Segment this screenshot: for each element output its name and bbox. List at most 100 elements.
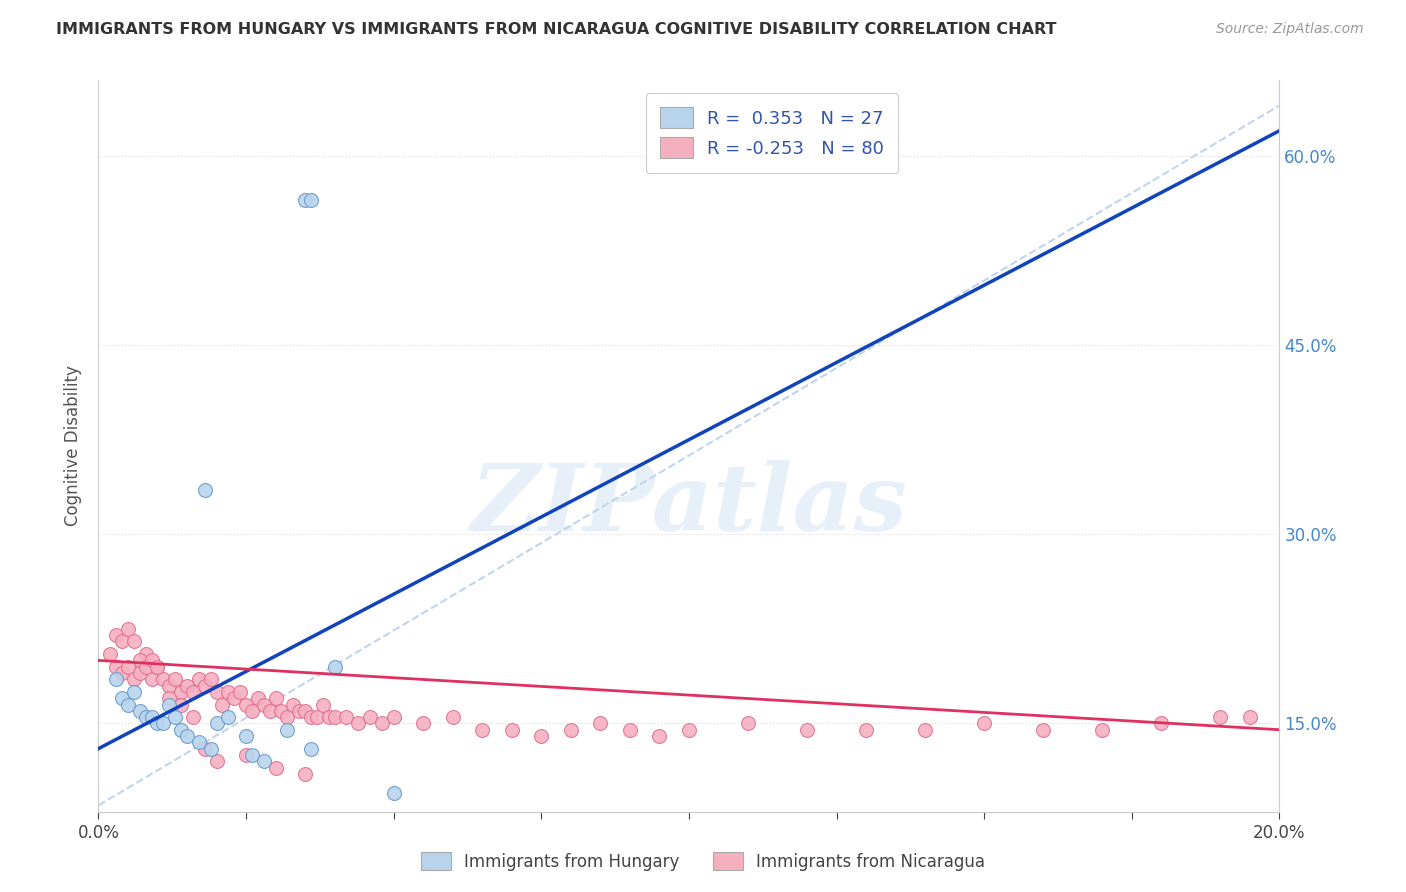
- Point: [217, 685, 239, 699]
- Point: [194, 741, 217, 756]
- Point: [135, 710, 157, 724]
- Point: [240, 747, 263, 762]
- Point: [194, 679, 217, 693]
- Point: [211, 698, 233, 712]
- Point: [165, 710, 187, 724]
- Point: [170, 723, 193, 737]
- Point: [111, 691, 134, 706]
- Point: [235, 747, 257, 762]
- Point: [1209, 710, 1232, 724]
- Point: [294, 704, 316, 718]
- Point: [973, 716, 995, 731]
- Point: [105, 673, 128, 687]
- Point: [264, 691, 287, 706]
- Point: [276, 710, 298, 724]
- Point: [152, 716, 174, 731]
- Point: [253, 698, 276, 712]
- Point: [176, 729, 198, 743]
- Point: [117, 659, 139, 673]
- Point: [194, 483, 217, 497]
- Point: [205, 716, 228, 731]
- Point: [105, 628, 128, 642]
- Point: [135, 647, 157, 661]
- Point: [276, 723, 298, 737]
- Point: [335, 710, 357, 724]
- Point: [141, 653, 163, 667]
- Point: [170, 698, 193, 712]
- Point: [619, 723, 641, 737]
- Text: ZIPatlas: ZIPatlas: [471, 459, 907, 549]
- Point: [217, 710, 239, 724]
- Point: [288, 704, 311, 718]
- Point: [299, 710, 322, 724]
- Point: [299, 193, 322, 207]
- Point: [152, 673, 174, 687]
- Point: [737, 716, 759, 731]
- Text: Source: ZipAtlas.com: Source: ZipAtlas.com: [1216, 22, 1364, 37]
- Point: [117, 622, 139, 636]
- Point: [318, 710, 340, 724]
- Point: [648, 729, 671, 743]
- Point: [205, 754, 228, 768]
- Point: [796, 723, 818, 737]
- Point: [157, 679, 180, 693]
- Point: [111, 634, 134, 648]
- Point: [323, 710, 346, 724]
- Point: [305, 710, 328, 724]
- Point: [111, 665, 134, 680]
- Point: [105, 659, 128, 673]
- Point: [359, 710, 381, 724]
- Point: [294, 193, 316, 207]
- Point: [187, 735, 209, 749]
- Point: [914, 723, 936, 737]
- Point: [270, 704, 292, 718]
- Point: [560, 723, 582, 737]
- Point: [259, 704, 281, 718]
- Point: [146, 659, 169, 673]
- Point: [323, 659, 346, 673]
- Point: [1239, 710, 1261, 724]
- Point: [855, 723, 877, 737]
- Point: [200, 741, 222, 756]
- Point: [200, 673, 222, 687]
- Point: [382, 786, 405, 800]
- Point: [165, 673, 187, 687]
- Point: [157, 691, 180, 706]
- Point: [589, 716, 612, 731]
- Point: [501, 723, 523, 737]
- Point: [157, 698, 180, 712]
- Point: [146, 659, 169, 673]
- Point: [122, 685, 145, 699]
- Point: [98, 647, 121, 661]
- Point: [122, 634, 145, 648]
- Point: [229, 685, 252, 699]
- Point: [181, 685, 204, 699]
- Point: [224, 691, 246, 706]
- Point: [299, 741, 322, 756]
- Point: [530, 729, 553, 743]
- Point: [146, 716, 169, 731]
- Point: [246, 691, 269, 706]
- Point: [253, 754, 276, 768]
- Point: [141, 710, 163, 724]
- Point: [170, 685, 193, 699]
- Y-axis label: Cognitive Disability: Cognitive Disability: [65, 366, 83, 526]
- Point: [382, 710, 405, 724]
- Point: [471, 723, 494, 737]
- Point: [312, 698, 335, 712]
- Point: [187, 673, 209, 687]
- Point: [128, 704, 150, 718]
- Point: [283, 698, 305, 712]
- Point: [294, 767, 316, 781]
- Point: [371, 716, 394, 731]
- Point: [441, 710, 464, 724]
- Point: [235, 729, 257, 743]
- Text: IMMIGRANTS FROM HUNGARY VS IMMIGRANTS FROM NICARAGUA COGNITIVE DISABILITY CORREL: IMMIGRANTS FROM HUNGARY VS IMMIGRANTS FR…: [56, 22, 1057, 37]
- Point: [135, 659, 157, 673]
- Point: [128, 653, 150, 667]
- Point: [205, 685, 228, 699]
- Point: [240, 704, 263, 718]
- Point: [141, 673, 163, 687]
- Point: [1032, 723, 1054, 737]
- Point: [1091, 723, 1114, 737]
